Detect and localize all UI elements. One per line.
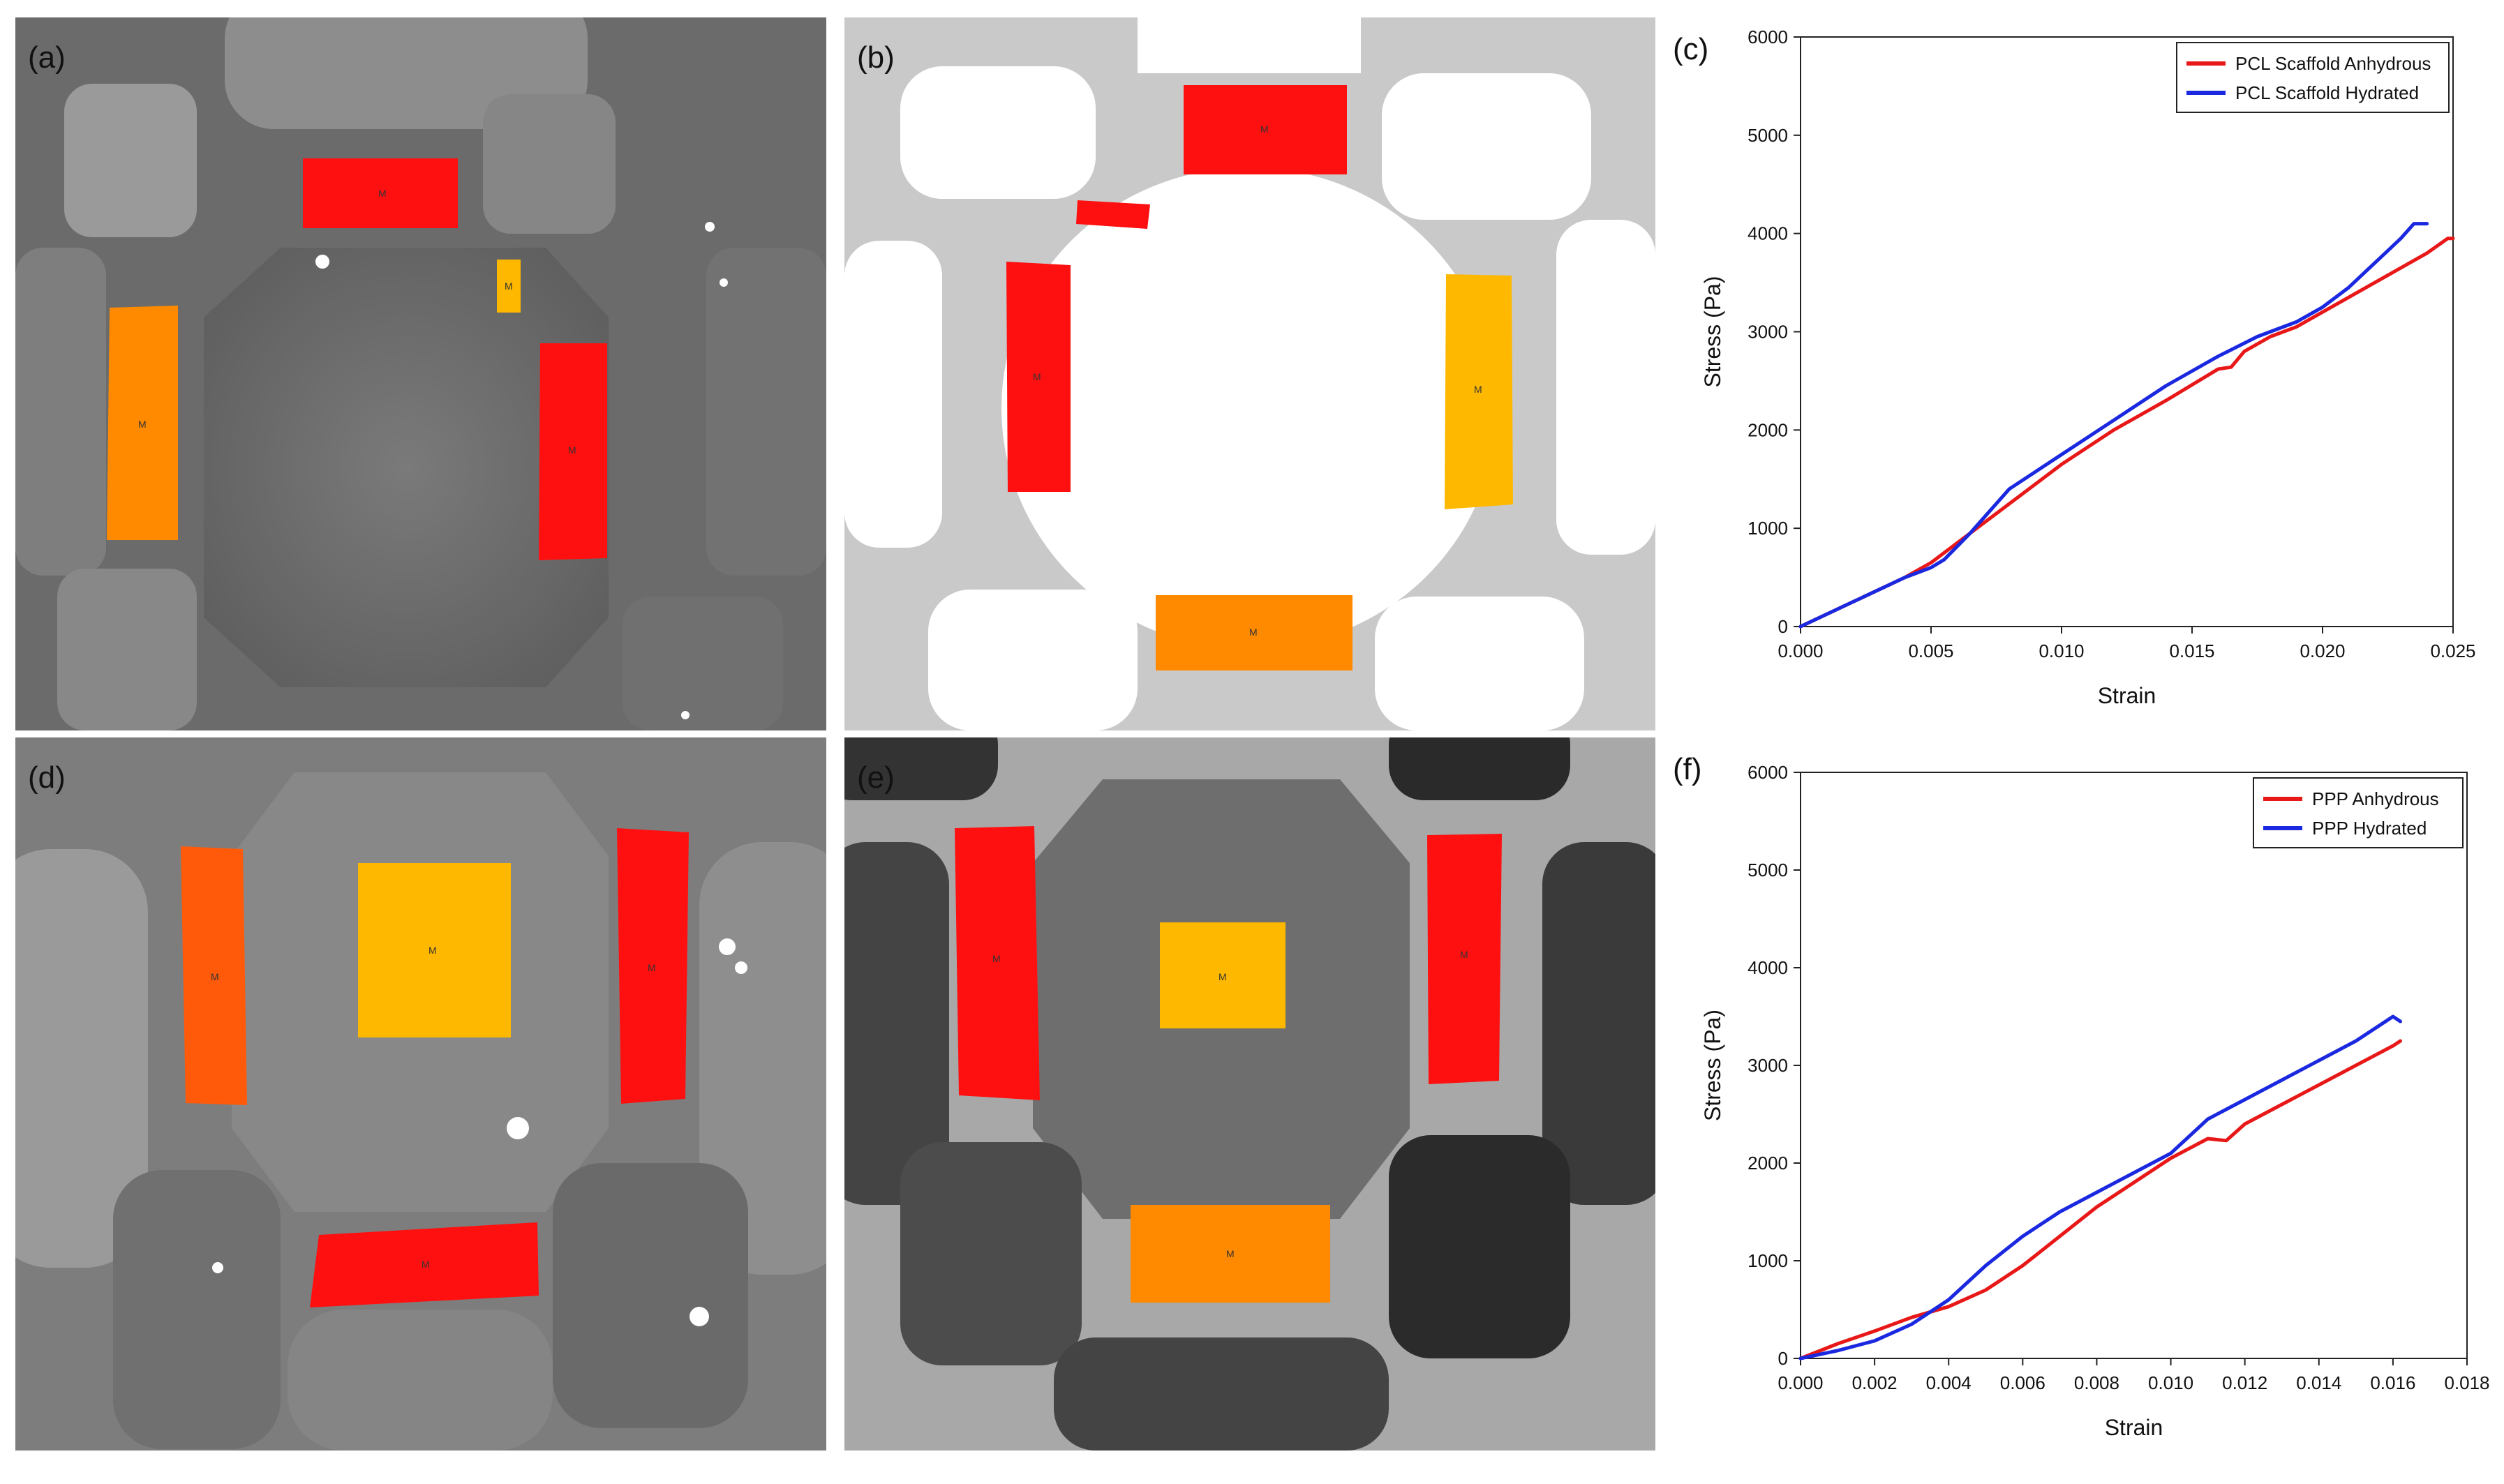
x-tick-label: 0.006: [2000, 1372, 2045, 1393]
plot-frame: [1800, 36, 2454, 627]
roi-d-left: [181, 846, 247, 1105]
y-tick-label: 5000: [1747, 860, 1788, 880]
panel-label-d: (d): [28, 760, 66, 795]
y-axis-title: Stress (Pa): [1700, 1010, 1725, 1121]
micrograph-e: M M M M (e): [844, 737, 1655, 1451]
stress-strain-chart-c: (c) 0 1000 2000 3000 4000 5000 6000 0.000 0.005 0.…: [1673, 27, 2476, 708]
y-tick-label: 0: [1778, 616, 1788, 637]
legend-entry: PCL Scaffold Hydrated: [2235, 82, 2419, 103]
roi-d-center: [358, 863, 511, 1037]
roi-label: M: [1249, 627, 1258, 638]
y-tick-label: 1000: [1747, 1250, 1788, 1271]
roi-label: M: [1226, 1248, 1235, 1259]
roi-label: M: [1460, 949, 1468, 960]
legend-entry: PPP Anhydrous: [2312, 788, 2439, 809]
plot-frame: [1800, 772, 2468, 1359]
x-axis-title: Strain: [2105, 1415, 2163, 1440]
roi-b-left: [1006, 262, 1071, 492]
roi-label: M: [505, 280, 513, 292]
stress-strain-chart-f: (f) 0 1000 2000 3000 4000 5000 6000 0.000 0.002 0.…: [1673, 752, 2490, 1440]
roi-label: M: [1474, 384, 1482, 395]
roi-e-bottom: [1131, 1205, 1330, 1303]
roi-label: M: [1033, 371, 1041, 382]
roi-e-right: [1427, 834, 1502, 1084]
roi-b-right: [1445, 274, 1513, 509]
roi-label: M: [211, 971, 219, 982]
micrograph-d: M M M M (d): [15, 737, 826, 1451]
x-tick-label: 0.020: [2300, 640, 2345, 661]
x-tick-label: 0.008: [2074, 1372, 2119, 1393]
roi-label: M: [1219, 971, 1227, 982]
roi-e-left: [955, 826, 1040, 1100]
micrograph-panel-e: M M M M (e): [844, 737, 1655, 1451]
series-line-2: [1798, 1014, 2402, 1361]
legend-box: [2176, 42, 2450, 113]
y-axis-title: Stress (Pa): [1700, 276, 1725, 387]
y-tick-label: 3000: [1747, 1055, 1788, 1076]
roi-label: M: [992, 953, 1001, 964]
panel-label: (f): [1673, 752, 1702, 786]
x-tick-label: 0.025: [2430, 640, 2475, 661]
x-tick-label: 0.014: [2296, 1372, 2341, 1393]
micrograph-panel-b: M M M M (b): [844, 17, 1655, 730]
series-line-1: [1798, 237, 2455, 629]
roi-e-center: [1160, 922, 1285, 1028]
y-tick-label: 2000: [1747, 1153, 1788, 1174]
roi-label: M: [1260, 123, 1269, 135]
roi-d-bottom: [310, 1222, 539, 1307]
x-tick-label: 0.018: [2444, 1372, 2489, 1393]
x-tick-label: 0.005: [1908, 640, 1953, 661]
panel-label-e: (e): [857, 760, 895, 795]
x-tick-label: 0.000: [1778, 1372, 1823, 1393]
x-tick-label: 0.010: [2148, 1372, 2193, 1393]
legend-box: [2253, 777, 2464, 848]
roi-label: M: [648, 962, 656, 973]
roi-label: M: [428, 945, 437, 956]
panel-label: (c): [1673, 32, 1708, 66]
x-tick-label: 0.016: [2370, 1372, 2415, 1393]
x-tick-label: 0.002: [1852, 1372, 1898, 1393]
roi-a-small: [497, 260, 521, 313]
y-tick-label: 0: [1778, 1348, 1788, 1369]
y-tick-label: 4000: [1747, 223, 1788, 244]
roi-b-small: [1076, 200, 1150, 229]
micrograph-a: M M M M (a): [15, 17, 826, 730]
legend-entry: PCL Scaffold Anhydrous: [2235, 53, 2431, 74]
series-line-1: [1798, 1039, 2402, 1361]
roi-label: M: [378, 188, 387, 199]
x-tick-label: 0.004: [1926, 1372, 1972, 1393]
y-tick-label: 6000: [1747, 762, 1788, 783]
micrograph-panel-a: M M M M (a): [15, 17, 826, 730]
x-tick-label: 0.015: [2169, 640, 2214, 661]
roi-b-top: [1184, 85, 1347, 174]
roi-a-left: [107, 306, 178, 540]
roi-a-right: [539, 343, 607, 560]
micrograph-panel-d: M M M M (d): [15, 737, 826, 1451]
series-line-2: [1798, 222, 2429, 629]
roi-b-bottom: [1156, 595, 1352, 670]
y-tick-label: 4000: [1747, 957, 1788, 978]
chart-panel-f: (f) 0 1000 2000 3000 4000 5000 6000 0.000 0.002 0.…: [1671, 737, 2502, 1477]
roi-a-top: [303, 158, 458, 228]
legend-entry: PPP Hydrated: [2312, 818, 2427, 839]
chart-panel-c: (c) 0 1000 2000 3000 4000 5000 6000 0.000 0.005 0.…: [1671, 17, 2502, 730]
roi-label: M: [422, 1259, 430, 1270]
panel-label-b: (b): [857, 40, 895, 75]
x-tick-label: 0.000: [1778, 640, 1823, 661]
roi-label: M: [138, 419, 147, 430]
roi-label: M: [568, 444, 576, 456]
panel-label-a: (a): [28, 40, 66, 75]
micrograph-b: M M M M (b): [844, 17, 1655, 730]
x-tick-label: 0.010: [2039, 640, 2084, 661]
y-tick-label: 2000: [1747, 419, 1788, 440]
y-tick-label: 3000: [1747, 322, 1788, 343]
x-axis-title: Strain: [2098, 683, 2156, 708]
y-tick-label: 1000: [1747, 518, 1788, 539]
y-tick-label: 6000: [1747, 27, 1788, 47]
roi-d-right: [617, 828, 689, 1104]
y-tick-label: 5000: [1747, 125, 1788, 146]
x-tick-label: 0.012: [2222, 1372, 2267, 1393]
